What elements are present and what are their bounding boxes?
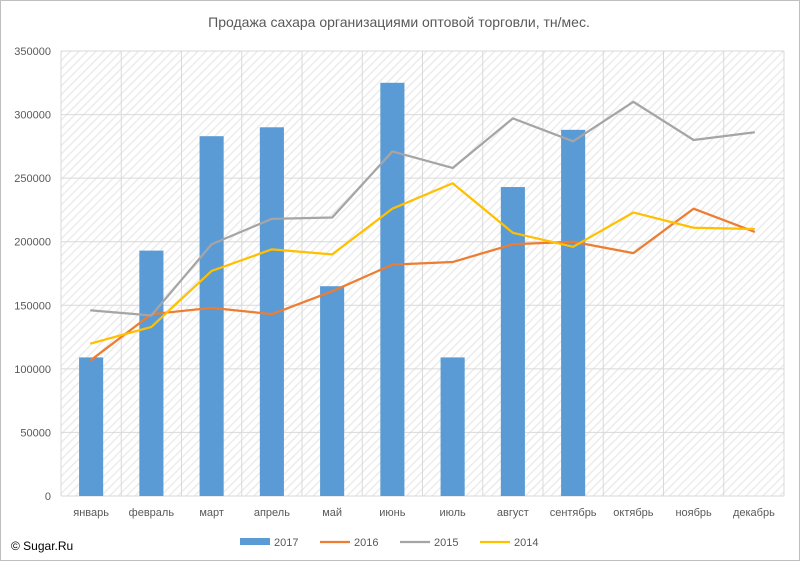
legend-label-2015: 2015 bbox=[434, 537, 458, 549]
y-tick-label: 350000 bbox=[14, 46, 51, 58]
bar-2017-март bbox=[199, 136, 224, 496]
x-tick-label: январь bbox=[73, 507, 109, 519]
x-tick-label: декабрь bbox=[733, 507, 775, 519]
bar-2017-январь bbox=[79, 357, 104, 496]
y-tick-label: 50000 bbox=[20, 427, 51, 439]
x-tick-label: ноябрь bbox=[675, 507, 712, 519]
line-series bbox=[90, 100, 755, 362]
bar-2017-май bbox=[320, 286, 345, 496]
legend-label-2017: 2017 bbox=[274, 537, 298, 549]
legend-swatch-2017 bbox=[240, 538, 270, 545]
line-series-2014 bbox=[90, 182, 755, 345]
gridlines bbox=[60, 50, 785, 497]
y-tick-label: 250000 bbox=[14, 173, 51, 185]
y-axis: 0 50000 100000 150000 200000 250000 300000 3500… bbox=[14, 46, 51, 503]
y-tick-label: 200000 bbox=[14, 237, 51, 249]
x-tick-label: июнь bbox=[379, 507, 405, 519]
x-tick-label: февраль bbox=[129, 507, 175, 519]
copyright-text: © Sugar.Ru bbox=[11, 539, 74, 553]
bar-2017-сентябрь bbox=[561, 129, 586, 497]
line-series-2016 bbox=[90, 207, 755, 362]
legend: 2017 2016 2015 2014 bbox=[240, 537, 538, 549]
y-tick-label: 150000 bbox=[14, 300, 51, 312]
line-series-2015 bbox=[90, 100, 755, 317]
bar-2017-июнь bbox=[380, 82, 405, 497]
chart-title: Продажа сахара организациями оптовой тор… bbox=[208, 14, 590, 30]
bar-2017-февраль bbox=[139, 250, 164, 496]
legend-label-2014: 2014 bbox=[514, 537, 538, 549]
bar-series bbox=[79, 82, 586, 497]
x-tick-label: апрель bbox=[254, 507, 290, 519]
legend-label-2016: 2016 bbox=[354, 537, 378, 549]
y-tick-label: 0 bbox=[45, 491, 51, 503]
x-tick-label: март bbox=[199, 507, 224, 519]
x-tick-label: октябрь bbox=[613, 507, 653, 519]
x-axis: январь февраль март апрель май июнь июль август… bbox=[73, 507, 775, 519]
bar-2017-июль bbox=[440, 357, 465, 496]
x-tick-label: май bbox=[322, 507, 342, 519]
bar-2017-август bbox=[500, 187, 525, 497]
y-tick-label: 100000 bbox=[14, 364, 51, 376]
x-tick-label: август bbox=[497, 507, 529, 519]
y-tick-label: 300000 bbox=[14, 110, 51, 122]
x-tick-label: сентябрь bbox=[550, 507, 597, 519]
x-tick-label: июль bbox=[439, 507, 466, 519]
